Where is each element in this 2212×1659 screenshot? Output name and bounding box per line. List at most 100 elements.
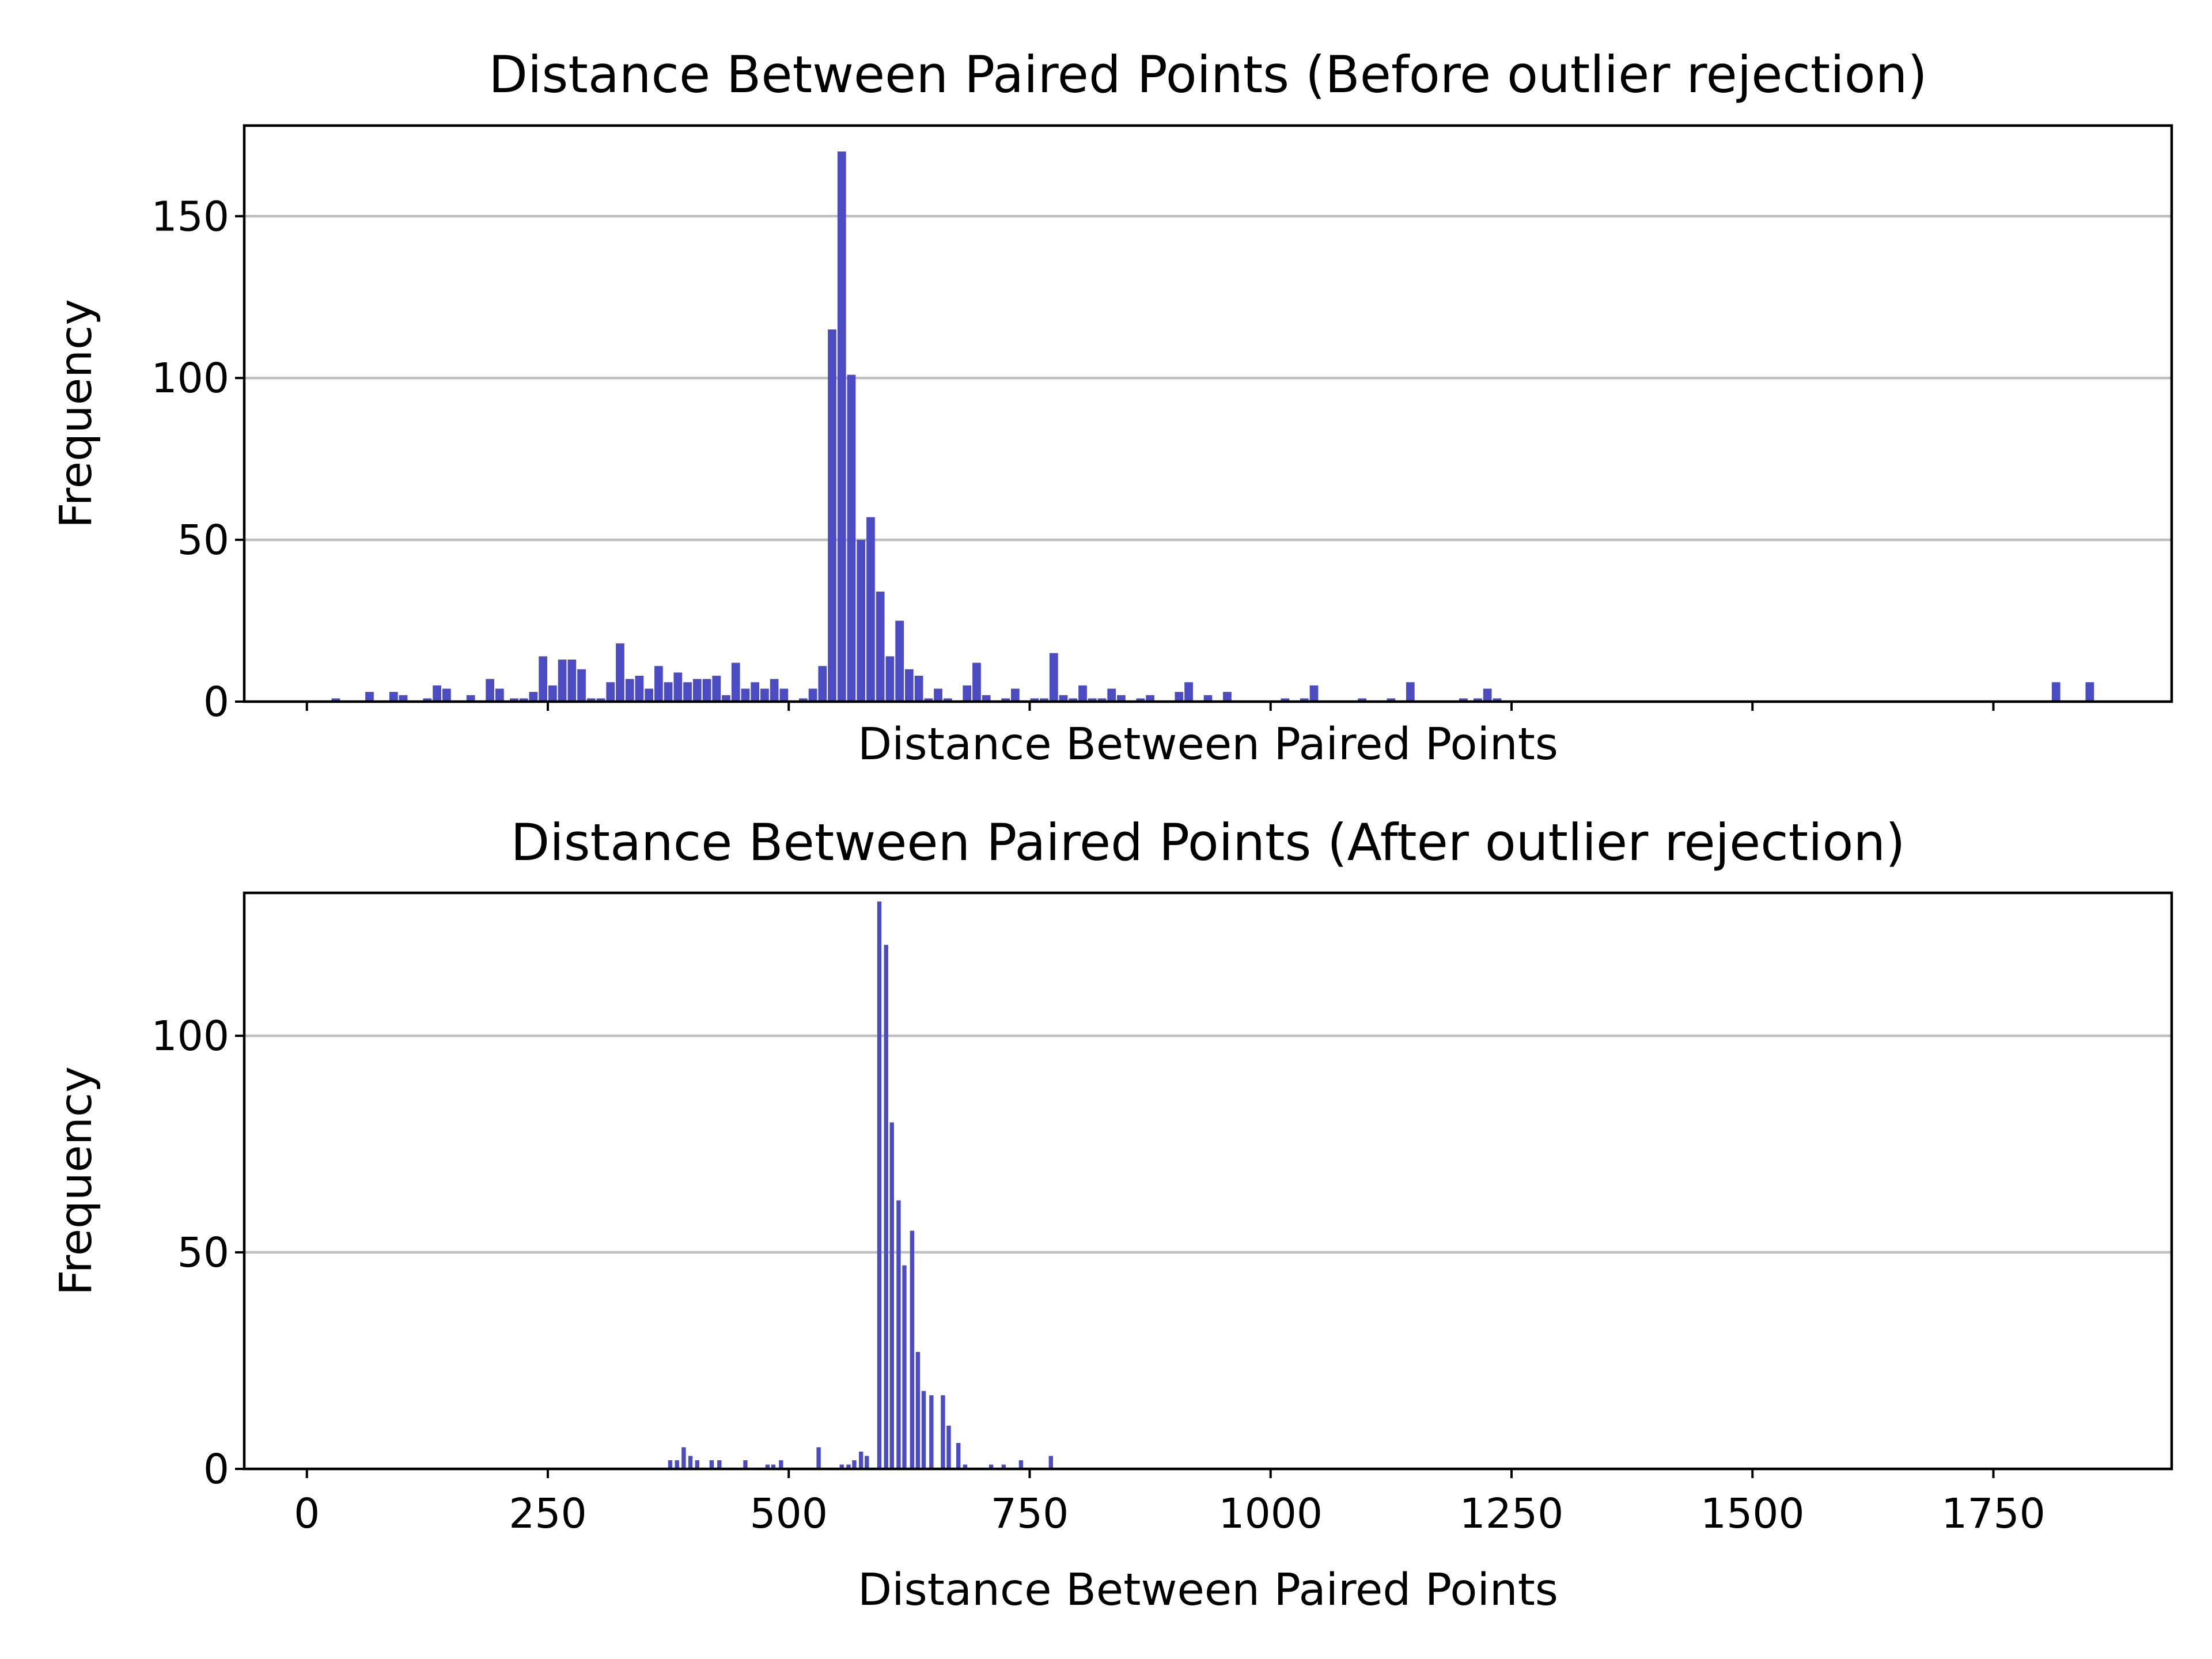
histogram-bar [895,620,904,702]
histogram-bar [934,688,942,702]
histogram-bar [1097,698,1107,702]
histogram-bar [495,688,504,702]
top-chart-title: Distance Between Paired Points (Before o… [488,45,1927,104]
histogram-bar [921,1391,926,1469]
histogram-bar [510,698,518,702]
histogram-bar [675,1460,679,1469]
histogram-bar [765,1464,770,1469]
histogram-bar [877,902,882,1469]
histogram-bar [664,682,673,702]
histogram-bar [1136,698,1145,702]
histogram-bar [956,1442,961,1469]
x-tick-label: 1000 [1218,1490,1323,1537]
histogram-bar [2085,682,2094,702]
histogram-bar [365,692,374,702]
histogram-bar [731,662,740,702]
histogram-bar [606,682,615,702]
histogram-bar [1406,682,1415,702]
histogram-bar [889,1122,894,1469]
histogram-bar [331,698,340,702]
histogram-bar [692,679,702,702]
histogram-bar [857,540,866,702]
histogram-bar [596,698,605,702]
bottom-chart-frame [243,891,2173,1471]
histogram-bar [695,1460,699,1469]
top-chart-bars [331,151,2094,702]
histogram-bar [1203,695,1213,702]
histogram-bar [876,591,885,702]
histogram-bar [1474,698,1482,702]
bottom-chart-x-axis: 0 250 500 750 1000 1250 1500 1750 [294,1469,2046,1537]
histogram-bar [1175,692,1184,702]
bottom-chart-y-axis-label: Frequency [51,1066,102,1296]
histogram-bar [852,1460,857,1469]
histogram-bar [963,1464,968,1469]
histogram-bar [654,666,663,702]
histogram-bar [616,643,624,702]
x-tick-label: 250 [509,1490,587,1537]
histogram-bar [924,698,933,702]
histogram-bar [982,695,991,702]
histogram-bar [865,1456,869,1469]
y-tick-label: 0 [203,678,229,726]
x-tick-label: 1750 [1941,1490,2046,1537]
histogram-bar [466,695,475,702]
histogram-bar [943,698,952,702]
histogram-bar [963,685,972,702]
histogram-bar [846,1464,851,1469]
histogram-bar [681,1447,686,1469]
histogram-bar [2051,682,2061,702]
x-tick-label: 500 [749,1490,828,1537]
top-chart-x-axis [305,702,1995,711]
histogram-bar [1048,1456,1053,1469]
histogram-bar [1001,1464,1006,1469]
histogram-bar [1223,692,1232,702]
top-chart-x-axis-label: Distance Between Paired Points [858,719,1558,770]
histogram-bar [1493,698,1502,702]
y-tick-label: 150 [151,192,229,240]
histogram-bar [1107,688,1116,702]
histogram-bar [866,517,875,702]
histogram-bar [683,682,692,702]
top-chart-frame [243,124,2173,703]
histogram-bar [972,662,981,702]
y-tick-label: 50 [177,516,229,564]
bottom-chart-bars [668,902,1053,1469]
histogram-bar [779,688,789,702]
histogram-bar [625,679,634,702]
histogram-bar [818,666,827,702]
histogram-bar [884,945,888,1469]
histogram-bar [519,698,528,702]
histogram-bar [558,659,567,702]
x-tick-label: 0 [294,1490,320,1537]
histogram-bar [717,1460,722,1469]
histogram-bar [635,676,644,702]
histogram-bar [1011,688,1020,702]
histogram-bar [743,1460,748,1469]
histogram-bar [586,698,596,702]
histogram-bar [1040,698,1048,702]
histogram-bar [847,374,856,702]
histogram-bar [751,682,760,702]
histogram-bar [1387,698,1396,702]
histogram-bar [722,695,730,702]
histogram-bar [779,1460,783,1469]
histogram-bar [771,1464,776,1469]
histogram-bar [837,151,846,702]
histogram-bar [645,688,654,702]
histogram-bar [1117,695,1126,702]
histogram-bar [808,688,817,702]
histogram-bar [839,1464,844,1469]
histogram-bar [905,669,914,702]
histogram-bar [529,692,538,702]
histogram-bar [548,685,557,702]
histogram-bar [914,676,923,702]
histogram-bar [442,688,451,702]
y-tick-label: 50 [177,1229,229,1277]
histogram-bar [896,1200,901,1469]
top-chart-y-axis-label: Frequency [51,299,102,528]
histogram-bar [712,676,721,702]
histogram-bar [770,679,779,702]
histogram-bar [859,1451,863,1469]
histogram-bar [1483,688,1492,702]
